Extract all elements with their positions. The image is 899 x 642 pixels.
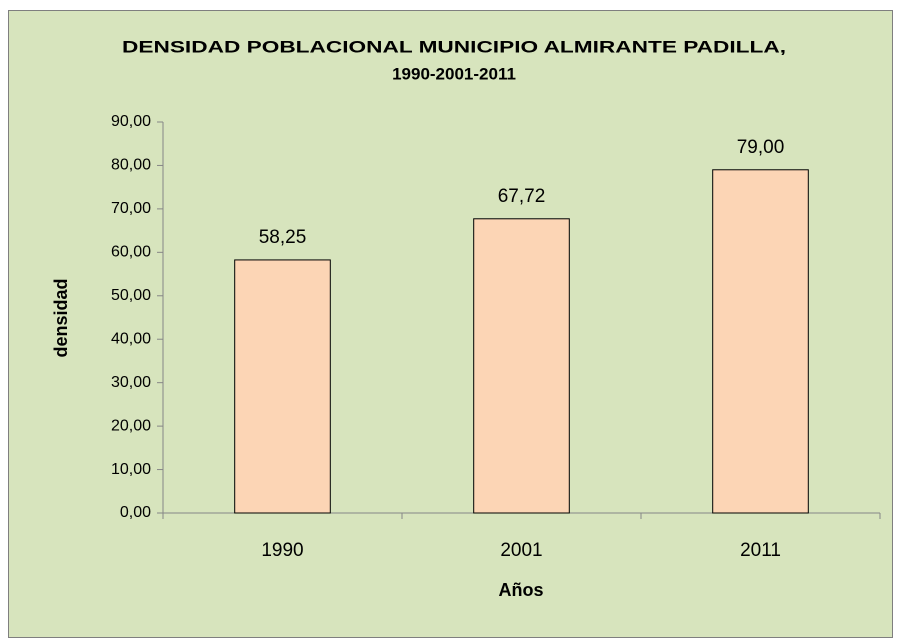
chart-title: 1990-2001-2011	[392, 64, 516, 83]
y-tick-label: 80,00	[111, 157, 151, 174]
y-tick-label: 20,00	[111, 417, 151, 434]
y-tick-label: 90,00	[111, 113, 151, 130]
bar	[234, 259, 331, 514]
y-axis-title: densidad	[51, 278, 71, 357]
y-tick-label: 10,00	[111, 461, 151, 478]
y-tick-label: 30,00	[111, 374, 151, 391]
bar	[473, 218, 570, 514]
y-tick-label: 0,00	[120, 504, 151, 521]
y-tick-label: 40,00	[111, 330, 151, 347]
y-tick-label: 60,00	[111, 244, 151, 261]
y-tick-label: 70,00	[111, 200, 151, 217]
data-label: 79,00	[737, 137, 785, 158]
chart-title: DENSIDAD POBLACIONAL MUNICIPIO ALMIRANTE…	[122, 37, 786, 56]
y-tick-label: 50,00	[111, 287, 151, 304]
x-tick-label: 1990	[261, 540, 303, 561]
data-label: 58,25	[259, 227, 307, 248]
x-axis-title: Años	[499, 580, 544, 600]
bar	[712, 169, 809, 514]
x-tick-label: 2011	[740, 540, 781, 561]
data-label: 67,72	[498, 186, 546, 207]
x-tick-label: 2001	[500, 540, 542, 561]
